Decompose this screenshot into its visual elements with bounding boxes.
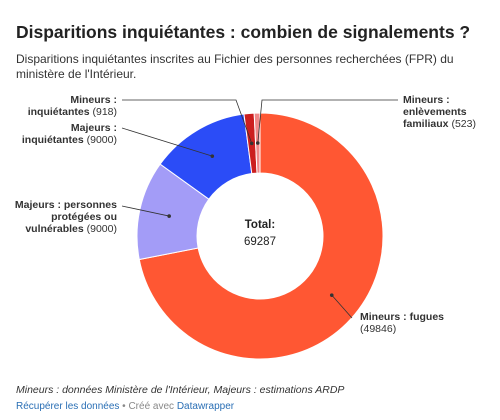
donut-slice-0[interactable] xyxy=(138,112,384,360)
donut-chart: Mineurs : fugues (49846) Majeurs : personn… xyxy=(0,86,500,376)
slice-label-0: Mineurs : fugues (49846) xyxy=(360,311,444,335)
leader-line-1 xyxy=(121,205,170,217)
leader-line-0 xyxy=(331,294,353,319)
slice-label-2: Majeurs : inquiétantes (9000) xyxy=(22,122,117,146)
footer-separator: • Créé avec xyxy=(119,401,177,412)
center-total-value: 69287 xyxy=(244,236,276,248)
slice-label-3: Mineurs : inquiétantes (918) xyxy=(28,94,117,118)
get-data-link[interactable]: Récupérer les données xyxy=(16,401,120,412)
leader-dot-1 xyxy=(167,214,171,218)
center-total-label: Total: xyxy=(245,219,275,231)
leader-line-4 xyxy=(257,99,398,144)
slice-label-1: Majeurs : personnes protégées ou vulnérabl… xyxy=(15,199,117,235)
leader-dot-0 xyxy=(329,293,334,297)
leader-line-2 xyxy=(121,127,213,157)
chart-subtitle: Disparitions inquiétantes inscrites au F… xyxy=(16,52,454,81)
leader-dot-2 xyxy=(210,154,215,158)
chart-footer: Récupérer les données • Créé avec Datawr… xyxy=(16,401,234,412)
chart-title: Disparitions inquiétantes : combien de s… xyxy=(16,22,471,42)
donut-svg: Mineurs : fugues (49846) Majeurs : personn… xyxy=(15,94,476,360)
leader-dot-3 xyxy=(249,141,254,146)
datawrapper-link[interactable]: Datawrapper xyxy=(176,401,235,412)
leader-dot-4 xyxy=(255,141,260,145)
leader-line-3 xyxy=(122,99,253,144)
chart-notes: Mineurs : données Ministère de l'Intérie… xyxy=(16,384,345,396)
slice-label-4: Mineurs : enlèvements familiaux (523) xyxy=(403,94,476,130)
